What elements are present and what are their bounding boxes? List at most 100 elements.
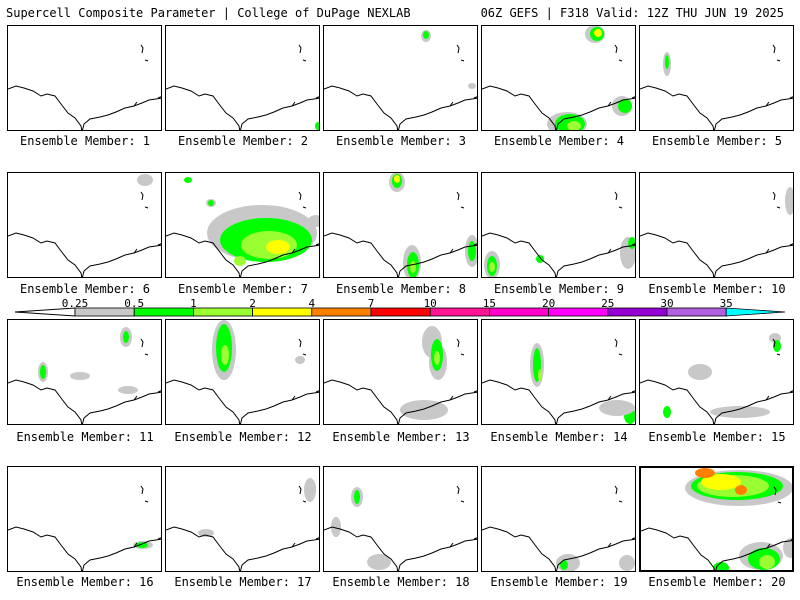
coastline: [482, 85, 635, 130]
scp-contour: [759, 555, 775, 569]
scp-contour: [468, 241, 476, 261]
member-map-canvas: [482, 485, 635, 571]
member-label-14: Ensemble Member: 14: [490, 430, 628, 444]
island-outline: [456, 44, 465, 62]
member-map-canvas: [166, 177, 319, 277]
member-map-18[interactable]: [323, 466, 478, 572]
coastline-detail: [607, 243, 635, 254]
member-map-13[interactable]: [323, 319, 478, 425]
coastline-detail: [133, 537, 161, 548]
scp-contour: [315, 122, 319, 130]
scale-swatch-30: [666, 307, 727, 317]
member-label-13: Ensemble Member: 13: [332, 430, 470, 444]
coastline-detail: [765, 243, 793, 254]
scp-contour: [618, 99, 632, 113]
member-map-8[interactable]: [323, 172, 478, 278]
scp-contour: [628, 237, 635, 249]
scale-tick-label: 7: [367, 297, 375, 310]
scale-tick-label: 15: [482, 297, 497, 310]
scale-tick-label: 35: [719, 297, 733, 310]
member-map-16[interactable]: [7, 466, 162, 572]
member-map-canvas: [324, 485, 477, 571]
member-map-3[interactable]: [323, 25, 478, 131]
member-map-14[interactable]: [481, 319, 636, 425]
member-map-canvas: [8, 174, 161, 277]
member-label-18: Ensemble Member: 18: [332, 575, 470, 589]
member-label-8: Ensemble Member: 8: [335, 282, 467, 296]
coastline-detail: [607, 96, 635, 107]
member-map-4[interactable]: [481, 25, 636, 131]
coastline: [166, 526, 319, 571]
coastline-detail: [133, 243, 161, 254]
member-label-1: Ensemble Member: 1: [19, 134, 151, 148]
scale-swatch-35: [725, 307, 786, 317]
coastline-detail: [765, 96, 793, 107]
scp-contour: [434, 351, 440, 365]
scp-contour: [331, 517, 341, 537]
scp-contour: [304, 478, 316, 502]
scp-contour: [118, 386, 138, 394]
member-map-20[interactable]: [639, 466, 794, 572]
coastline-detail: [765, 390, 793, 401]
island-outline: [140, 191, 149, 209]
member-map-7[interactable]: [165, 172, 320, 278]
island-outline: [456, 338, 465, 356]
member-map-19[interactable]: [481, 466, 636, 572]
member-map-5[interactable]: [639, 25, 794, 131]
coastline-detail: [607, 537, 635, 548]
member-label-16: Ensemble Member: 16: [16, 575, 154, 589]
scale-tick-label: 30: [660, 297, 674, 310]
island-outline: [772, 191, 781, 209]
member-map-17[interactable]: [165, 466, 320, 572]
member-label-15: Ensemble Member: 15: [648, 430, 786, 444]
member-map-1[interactable]: [7, 25, 162, 131]
scp-contour: [735, 485, 747, 495]
scp-contour: [688, 364, 712, 380]
coastline-detail: [133, 96, 161, 107]
member-label-12: Ensemble Member: 12: [174, 430, 312, 444]
coastline: [324, 85, 477, 130]
coastline-detail: [607, 390, 635, 401]
member-label-7: Ensemble Member: 7: [177, 282, 309, 296]
member-map-9[interactable]: [481, 172, 636, 278]
scale-swatch-10: [429, 307, 490, 317]
scp-contour: [560, 560, 568, 570]
scp-contour: [266, 240, 290, 254]
scp-contour: [536, 255, 544, 263]
member-label-9: Ensemble Member: 9: [493, 282, 625, 296]
scale-tick-label: 0.5: [124, 297, 145, 310]
scp-contour: [221, 345, 229, 365]
coastline: [640, 85, 793, 130]
scp-contour: [410, 261, 416, 273]
scale-swatch-1: [192, 307, 253, 317]
scale-tick-label: 2: [249, 297, 256, 310]
member-label-5: Ensemble Member: 5: [651, 134, 783, 148]
scp-contour: [354, 490, 360, 504]
member-map-canvas: [482, 191, 635, 277]
scale-tick-label: 1: [190, 297, 197, 310]
coastline-detail: [291, 390, 319, 401]
member-label-2: Ensemble Member: 2: [177, 134, 309, 148]
member-map-15[interactable]: [639, 319, 794, 425]
member-map-2[interactable]: [165, 25, 320, 131]
coastline: [166, 232, 319, 277]
scp-contour: [619, 555, 635, 571]
coastline: [641, 527, 792, 570]
member-map-11[interactable]: [7, 319, 162, 425]
coastline-detail: [449, 390, 477, 401]
coastline: [324, 232, 477, 277]
member-map-12[interactable]: [165, 319, 320, 425]
member-map-canvas: [8, 485, 161, 571]
member-label-6: Ensemble Member: 6: [19, 282, 151, 296]
scp-contour: [701, 474, 741, 490]
coastline: [8, 379, 161, 424]
member-map-10[interactable]: [639, 172, 794, 278]
member-map-6[interactable]: [7, 172, 162, 278]
scp-contour: [295, 356, 305, 364]
island-outline: [298, 338, 307, 356]
member-map-canvas: [641, 468, 792, 570]
scp-contour: [137, 174, 153, 186]
island-outline: [773, 486, 782, 504]
coastline-detail: [766, 539, 792, 549]
member-map-canvas: [640, 333, 793, 424]
